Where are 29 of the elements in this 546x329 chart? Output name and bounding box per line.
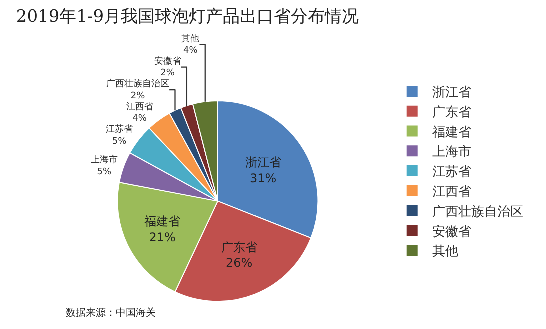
data-label: 26% xyxy=(226,256,253,270)
data-label: 5% xyxy=(112,136,128,147)
data-label: 21% xyxy=(149,230,176,244)
data-label: 2% xyxy=(130,91,146,102)
legend-label: 浙江省 xyxy=(432,86,472,101)
legend-label: 广西壮族自治区 xyxy=(432,204,524,220)
slice-label: 江西省 xyxy=(126,101,154,112)
slice-label: 广东省 xyxy=(221,240,258,254)
slice-label: 广西壮族自治区 xyxy=(106,78,170,90)
legend-label: 江苏省 xyxy=(432,165,472,180)
data-label: 31% xyxy=(250,171,277,186)
data-label: 4% xyxy=(184,46,198,56)
slice-label: 江苏省 xyxy=(106,124,134,136)
legend-label: 广东省 xyxy=(432,105,472,120)
legend-label: 安徽省 xyxy=(432,224,472,240)
source-note: 数据来源：中国海关 xyxy=(66,307,156,319)
legend-label: 上海市 xyxy=(432,145,472,160)
slice-label: 浙江省 xyxy=(245,156,282,170)
data-label: 5% xyxy=(97,167,112,178)
slice-label: 其他 xyxy=(182,33,200,44)
slice-label: 福建省 xyxy=(144,214,181,229)
legend-label: 福建省 xyxy=(432,125,472,140)
legend-label: 其他 xyxy=(432,244,458,260)
data-label: 4% xyxy=(132,114,148,124)
data-label: 2% xyxy=(160,68,176,79)
slice-label: 上海市 xyxy=(90,154,118,166)
chart-title: 2019年1-9月我国球泡灯产品出口省分布情况 xyxy=(16,6,360,27)
legend-label: 江西省 xyxy=(432,185,472,200)
slice-label: 安徽省 xyxy=(154,56,182,68)
